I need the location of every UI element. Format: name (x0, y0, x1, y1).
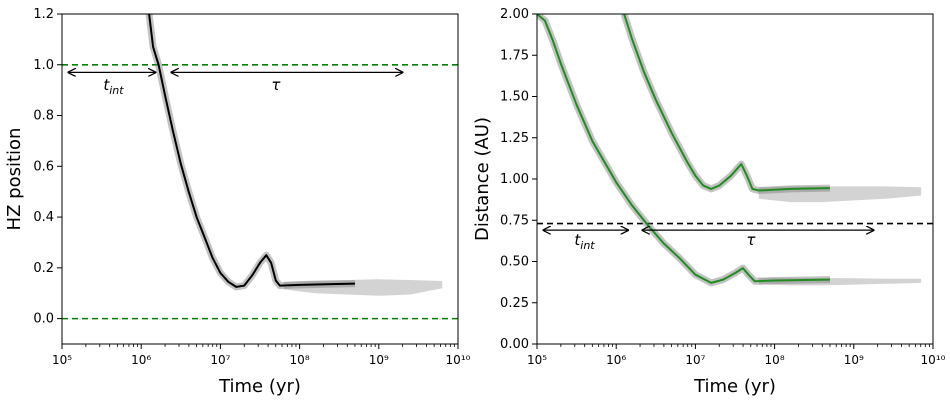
chart-distance: tint τ 10⁵ 10⁶ 10⁷ 10⁸ 10⁹ 10¹⁰ 0.00 0.25 0.50 0.75… (472, 7, 946, 397)
x-tick-label: 10⁹ (369, 353, 389, 367)
plot-area (62, 14, 458, 320)
y-tick-label: 0.75 (500, 213, 529, 228)
y-tick-label: 1.00 (500, 172, 529, 187)
annotation-label-sub: int (109, 84, 124, 97)
axes-frame (61, 13, 459, 345)
x-axis-title: Time (yr) (693, 376, 776, 397)
y-tick-label: 1.2 (33, 7, 54, 22)
x-tick-label: 10⁸ (290, 353, 310, 367)
y-tick-label: 1.50 (500, 90, 529, 105)
annotation-label-1: τ (746, 231, 756, 249)
axes-frame (536, 13, 934, 345)
y-tick-label: 2.00 (500, 7, 529, 22)
chart-hz-position: tint τ 10⁵ 10⁶ 10⁷ 10⁸ 10⁹ 10¹⁰ 0.0 0.2 0.4 0.6 0.8 1… (4, 7, 471, 397)
series-line-0 (623, 14, 831, 192)
series-line-1 (537, 14, 831, 284)
y-axis-title: HZ position (4, 128, 25, 231)
y-tick-label: 0.00 (500, 337, 529, 352)
annotation-label-0: tint (574, 231, 595, 252)
y-tick-label: 0.6 (33, 159, 54, 174)
y-tick-label: 1.25 (500, 131, 529, 146)
y-tick-label: 1.0 (33, 58, 54, 73)
annotation-label-1: τ (271, 76, 281, 94)
x-tick-label: 10⁶ (606, 353, 626, 367)
x-tick-label: 10¹⁰ (921, 353, 946, 367)
annotation-label-0: tint (103, 76, 124, 97)
x-axis-title: Time (yr) (218, 376, 301, 397)
y-tick-label: 0.0 (33, 312, 54, 327)
ensemble-band-0 (758, 186, 922, 203)
y-tick-label: 0.8 (33, 109, 54, 124)
series-line-0 (148, 14, 356, 288)
y-tick-label: 1.75 (500, 48, 529, 63)
x-tick-label: 10⁵ (527, 353, 547, 367)
y-tick-label: 0.2 (33, 261, 54, 276)
x-tick-label: 10⁷ (210, 353, 230, 367)
series-halo-0 (145, 14, 356, 291)
x-tick-label: 10⁷ (685, 353, 705, 367)
annotation-label-sub: int (580, 239, 595, 252)
y-tick-label: 0.50 (500, 255, 529, 270)
x-tick-label: 10⁶ (131, 353, 151, 367)
plot-area (537, 14, 933, 287)
series-halo-0 (620, 14, 831, 194)
y-tick-label: 0.25 (500, 296, 529, 311)
x-tick-label: 10⁸ (765, 353, 785, 367)
x-tick-label: 10¹⁰ (446, 353, 471, 367)
x-tick-label: 10⁵ (52, 353, 72, 367)
y-axis-title: Distance (AU) (472, 117, 493, 241)
y-tick-label: 0.4 (33, 210, 54, 225)
x-tick-label: 10⁹ (844, 353, 864, 367)
